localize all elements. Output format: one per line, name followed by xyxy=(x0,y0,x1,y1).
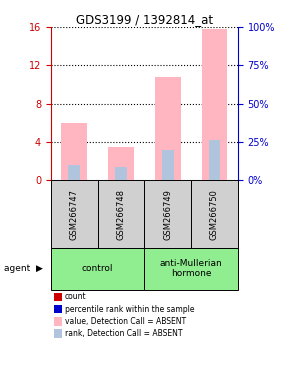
Bar xyxy=(61,123,87,180)
Bar xyxy=(202,29,227,180)
Text: GSM266748: GSM266748 xyxy=(116,189,125,240)
Text: agent  ▶: agent ▶ xyxy=(4,264,43,273)
Text: GSM266747: GSM266747 xyxy=(70,189,79,240)
Bar xyxy=(162,150,173,180)
Text: percentile rank within the sample: percentile rank within the sample xyxy=(65,305,194,314)
Text: value, Detection Call = ABSENT: value, Detection Call = ABSENT xyxy=(65,317,186,326)
Text: rank, Detection Call = ABSENT: rank, Detection Call = ABSENT xyxy=(65,329,182,338)
Bar xyxy=(108,147,134,180)
Text: count: count xyxy=(65,292,86,301)
Text: anti-Mullerian
hormone: anti-Mullerian hormone xyxy=(160,259,222,278)
Text: control: control xyxy=(82,264,113,273)
Bar xyxy=(155,77,180,180)
Text: GSM266749: GSM266749 xyxy=(163,189,172,240)
Text: GDS3199 / 1392814_at: GDS3199 / 1392814_at xyxy=(77,13,213,26)
Bar xyxy=(68,165,80,180)
Bar xyxy=(115,167,127,180)
Text: GSM266750: GSM266750 xyxy=(210,189,219,240)
Bar xyxy=(209,140,220,180)
